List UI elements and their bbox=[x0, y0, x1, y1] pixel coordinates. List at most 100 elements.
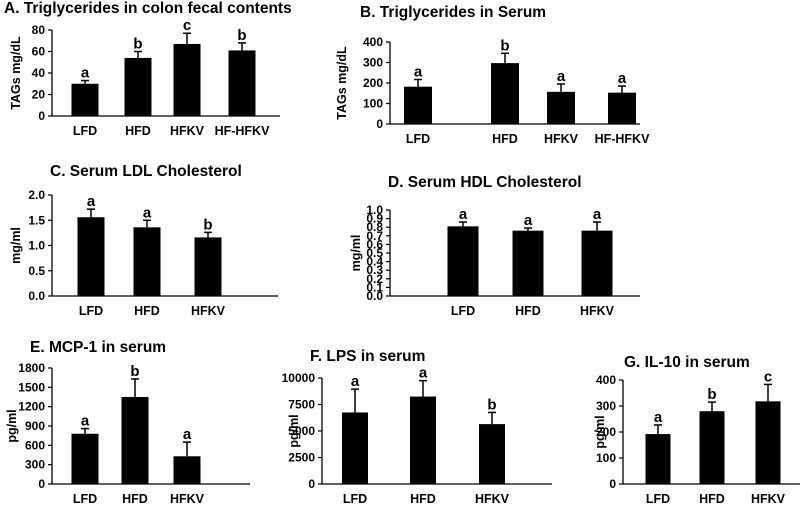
panel-b-y-tick-label: 200 bbox=[363, 76, 383, 90]
panel-a-y-tick-label: 60 bbox=[32, 45, 46, 59]
panel-g-significance-letter: c bbox=[764, 368, 772, 385]
panel-d-category-label: LFD bbox=[451, 304, 475, 318]
panel-c-bar bbox=[133, 227, 161, 296]
panel-g-significance-letter: a bbox=[654, 409, 663, 426]
panel-d-bar bbox=[512, 230, 544, 296]
panel-g-bar bbox=[699, 411, 725, 484]
panel-f-significance-letter: a bbox=[419, 365, 428, 382]
panel-e-y-tick-label: 600 bbox=[25, 438, 45, 452]
panel-g-bar bbox=[755, 401, 781, 484]
panel-e-significance-letter: a bbox=[183, 426, 192, 443]
panel-f-y-tick-label: 10000 bbox=[282, 371, 316, 385]
panel-g-y-tick-label: 400 bbox=[596, 373, 616, 387]
panel-e-y-tick-label: 1800 bbox=[18, 361, 45, 375]
panel-b-y-tick-label: 400 bbox=[363, 35, 383, 49]
panel-a-y-tick-label: 0 bbox=[38, 109, 45, 123]
panel-a-y-tick-label: 80 bbox=[32, 23, 46, 37]
panel-b-category-label: HFD bbox=[492, 132, 518, 146]
panel-c-y-tick-label: 1.5 bbox=[28, 213, 45, 227]
panel-f-significance-letter: b bbox=[487, 396, 496, 413]
panel-g-category-label: LFD bbox=[646, 492, 670, 506]
panel-b-bar bbox=[547, 91, 575, 124]
panel-e-y-tick-label: 1200 bbox=[18, 400, 45, 414]
panel-g-category-label: HFKV bbox=[751, 492, 786, 506]
panel-c-y-tick-label: 1.0 bbox=[28, 239, 45, 253]
panel-b-y-tick-label: 100 bbox=[363, 97, 383, 111]
panel-e-category-label: HFKV bbox=[170, 492, 205, 506]
panel-b-significance-letter: b bbox=[500, 37, 509, 54]
panel-e-y-tick-label: 900 bbox=[25, 419, 45, 433]
panel-a-bar bbox=[71, 83, 99, 116]
panel-d-y-label: mg/ml bbox=[349, 235, 363, 272]
panel-d-y-tick-label: 0.1 bbox=[366, 280, 383, 294]
panel-a-category-label: HFKV bbox=[170, 124, 205, 138]
panel-a-y-tick-label: 20 bbox=[32, 88, 46, 102]
panel-c-y-label: mg/ml bbox=[9, 227, 23, 264]
panel-a-significance-letter: c bbox=[183, 17, 191, 34]
panel-c-y-tick-label: 0.0 bbox=[28, 289, 45, 303]
panel-a-significance-letter: b bbox=[237, 27, 246, 44]
panel-a-bar bbox=[124, 57, 152, 116]
panel-d-bar bbox=[581, 230, 613, 296]
panel-d-significance-letter: a bbox=[524, 212, 533, 229]
panel-g-y-tick-label: 0 bbox=[609, 477, 616, 491]
panel-g-bar bbox=[645, 434, 671, 484]
panel-f-bar bbox=[479, 424, 505, 484]
panel-d-y-tick-label: 0.4 bbox=[366, 255, 383, 269]
panel-f-y-tick-label: 0 bbox=[308, 477, 315, 491]
panel-b-y-tick-label: 0 bbox=[376, 117, 383, 131]
panel-b-y-label: TAGs mg/dL bbox=[335, 46, 349, 120]
panel-d-y-tick-label: 0.6 bbox=[366, 237, 383, 251]
panel-b-significance-letter: a bbox=[557, 68, 566, 85]
panel-b-category-label: HF-HFKV bbox=[595, 132, 651, 146]
panel-d-category-label: HFKV bbox=[580, 304, 615, 318]
panel-d-significance-letter: a bbox=[459, 206, 468, 223]
panel-e-y-label: pg/ml bbox=[5, 409, 19, 442]
panel-e-y-tick-label: 300 bbox=[25, 458, 45, 472]
panel-c-category-label: HFD bbox=[134, 304, 160, 318]
panel-f-bar bbox=[342, 412, 368, 484]
panel-g-category-label: HFD bbox=[699, 492, 725, 506]
panel-f-category-label: LFD bbox=[343, 492, 367, 506]
panel-g-y-label: pg/ml bbox=[593, 415, 607, 448]
panel-f-significance-letter: a bbox=[351, 373, 360, 390]
panel-f-title: F. LPS in serum bbox=[310, 348, 425, 365]
panel-f-y-tick-label: 5000 bbox=[288, 424, 315, 438]
panel-b-category-label: HFKV bbox=[544, 132, 579, 146]
panel-c-title: C. Serum LDL Cholesterol bbox=[50, 163, 242, 180]
panel-f-y-label: pg/ml bbox=[287, 414, 301, 447]
panel-e-y-tick-label: 1500 bbox=[18, 380, 45, 394]
panel-a-category-label: LFD bbox=[73, 124, 97, 138]
panel-b-bar bbox=[404, 86, 432, 124]
panel-f-y-tick-label: 2500 bbox=[288, 451, 315, 465]
panel-a-title: A. Triglycerides in colon fecal contents bbox=[4, 0, 292, 17]
panel-d-y-tick-label: 0.3 bbox=[366, 263, 383, 277]
panel-f-bar bbox=[410, 396, 436, 484]
panel-e-title: E. MCP-1 in serum bbox=[30, 339, 166, 356]
panel-f-category-label: HFKV bbox=[475, 492, 510, 506]
panel-a-category-label: HF-HFKV bbox=[215, 124, 271, 138]
panel-e-bar bbox=[121, 397, 149, 484]
panel-e-bar bbox=[71, 433, 99, 484]
panel-d-y-tick-label: 0.0 bbox=[366, 289, 383, 303]
panel-e-significance-letter: b bbox=[130, 363, 139, 380]
panel-c-significance-letter: b bbox=[203, 216, 212, 233]
panel-a-y-tick-label: 40 bbox=[32, 66, 46, 80]
panel-b-significance-letter: a bbox=[414, 64, 423, 81]
panel-a-category-label: HFD bbox=[125, 124, 151, 138]
panel-g-y-tick-label: 100 bbox=[596, 451, 616, 465]
panel-c-category-label: HFKV bbox=[191, 304, 226, 318]
panel-a-bar bbox=[173, 43, 201, 116]
panel-c-y-tick-label: 2.0 bbox=[28, 188, 45, 202]
panel-a-significance-letter: a bbox=[81, 65, 90, 82]
panel-e-category-label: HFD bbox=[122, 492, 148, 506]
panel-d-y-tick-label: 1.0 bbox=[366, 203, 383, 217]
panel-d-y-tick-label: 0.8 bbox=[366, 220, 383, 234]
panel-a-bar bbox=[228, 50, 256, 116]
panel-c-bar bbox=[194, 237, 222, 296]
panel-e-bar bbox=[173, 456, 201, 484]
panel-g-title: G. IL-10 in serum bbox=[624, 354, 750, 371]
panel-d-category-label: HFD bbox=[515, 304, 541, 318]
panel-b-category-label: LFD bbox=[406, 132, 430, 146]
panel-c-significance-letter: a bbox=[143, 204, 152, 221]
